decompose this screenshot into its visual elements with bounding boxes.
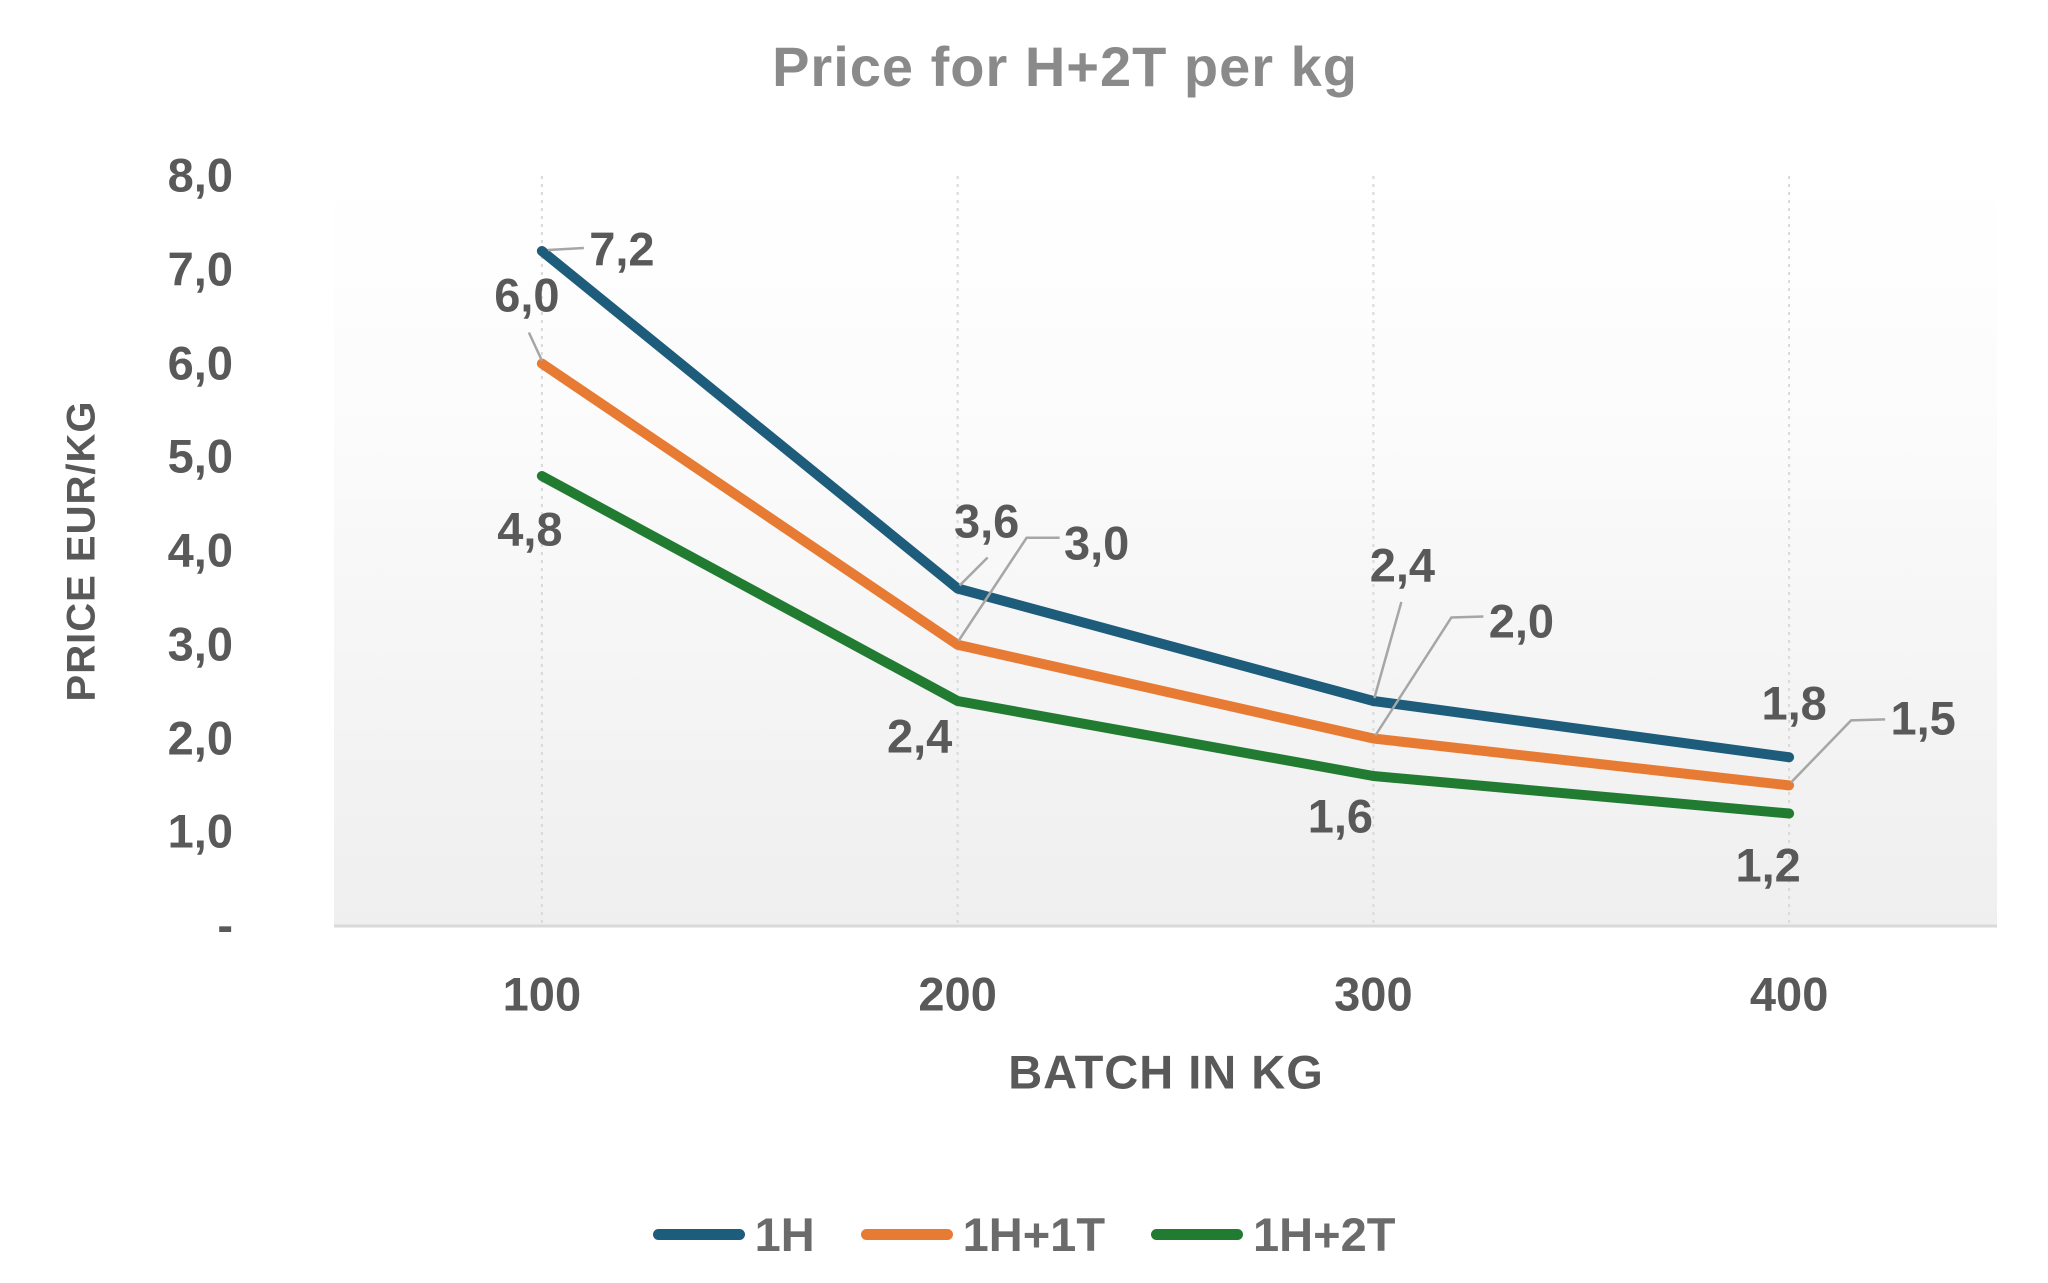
data-label-leader-line <box>527 331 544 362</box>
data-label: 1,6 <box>1307 789 1374 843</box>
data-label-leader-line <box>547 246 584 252</box>
legend-swatch-1h <box>652 1229 745 1240</box>
data-label: 3,0 <box>1063 516 1130 570</box>
data-label-leader-line <box>958 556 989 587</box>
legend-item-1h2t: 1H+2T <box>1151 1207 1395 1262</box>
legend-label-1h1t: 1H+1T <box>962 1208 1106 1261</box>
data-label: 4,8 <box>497 502 563 556</box>
data-label: 2,4 <box>886 709 953 763</box>
legend-swatch-1h2t <box>1151 1229 1244 1240</box>
legend-item-1h1t: 1H+1T <box>860 1207 1106 1262</box>
series-line-1h1t <box>536 358 1795 791</box>
y-tick-label: 6,0 <box>167 335 233 389</box>
data-label-leader-line <box>1790 718 1886 784</box>
data-label: 2,0 <box>1488 594 1555 647</box>
x-tick-label: 100 <box>502 967 582 1021</box>
data-label: 6,0 <box>494 268 560 321</box>
series-line-1h2t <box>536 471 1795 819</box>
data-label: 1,5 <box>1890 691 1956 745</box>
data-label-leader-line <box>1374 615 1484 737</box>
legend: 1H 1H+1T 1H+2T <box>0 1207 2048 1262</box>
data-label: 1,8 <box>1761 676 1827 730</box>
y-tick-label: 4,0 <box>167 523 233 577</box>
y-tick-label: 5,0 <box>167 429 233 483</box>
y-tick-label: 3,0 <box>167 617 233 671</box>
legend-label-1h: 1H <box>754 1208 815 1261</box>
y-tick-label: 7,0 <box>167 242 233 296</box>
y-tick-label: 2,0 <box>167 710 233 764</box>
x-tick-label: 300 <box>1334 967 1413 1021</box>
x-tick-label: 400 <box>1749 967 1829 1021</box>
y-tick-label: 1,0 <box>167 804 233 858</box>
x-axis-title: BATCH IN KG <box>1008 1045 1324 1099</box>
legend-swatch-1h1t <box>860 1229 953 1240</box>
legend-item-1h: 1H <box>652 1207 815 1262</box>
chart-title: Price for H+2T per kg <box>772 35 1358 98</box>
y-tick-label: - <box>217 898 233 952</box>
data-label: 7,2 <box>589 222 655 276</box>
data-label: 1,2 <box>1735 838 1801 891</box>
y-axis-title: PRICE EUR/KG <box>59 400 104 702</box>
x-tick-label: 200 <box>918 967 997 1021</box>
data-label: 2,4 <box>1369 538 1436 592</box>
data-label-leader-line <box>1373 601 1403 699</box>
y-tick-label: 8,0 <box>167 148 233 202</box>
series-line-1h <box>536 246 1795 763</box>
data-label-leader-line <box>957 536 1060 642</box>
data-label: 3,6 <box>953 494 1020 547</box>
legend-label-1h2t: 1H+2T <box>1253 1208 1396 1261</box>
